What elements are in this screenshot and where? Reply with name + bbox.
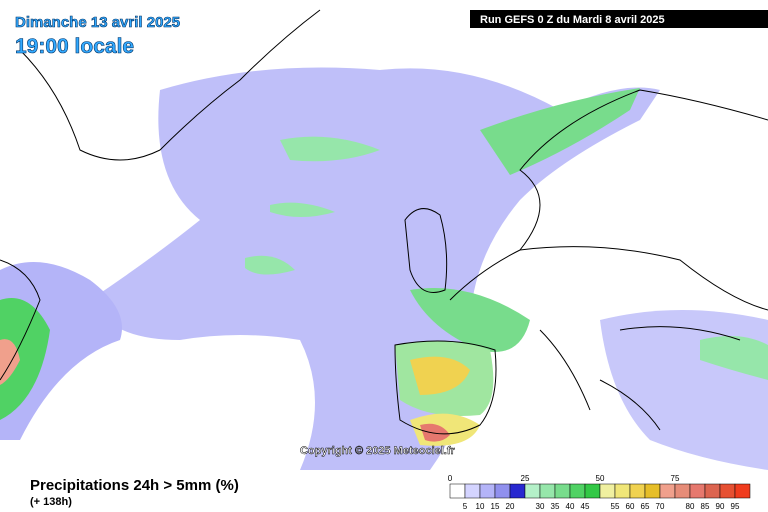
- legend-swatch: [569, 483, 586, 499]
- legend-minor-label: 5: [463, 502, 468, 511]
- legend-minor-label: 40: [566, 502, 575, 511]
- legend-minor-label: 80: [686, 502, 695, 511]
- legend-swatch: [689, 483, 706, 499]
- legend-swatch: [734, 483, 751, 499]
- legend-minor-label: 55: [611, 502, 620, 511]
- legend-swatch: [464, 483, 481, 499]
- legend-swatch: [449, 483, 466, 499]
- legend: 0 25 50 75 5 10 15 20 30 35 40 45 55 60 65 70 80 85 90 95: [448, 474, 751, 511]
- date: Dimanche 13 avril 2025: [15, 14, 180, 31]
- legend-swatch: [479, 483, 496, 499]
- time: 19:00 locale: [15, 35, 134, 58]
- legend-swatch: [719, 483, 736, 499]
- legend-swatch: [614, 483, 631, 499]
- legend-swatch: [659, 483, 676, 499]
- legend-swatch: [599, 483, 616, 499]
- legend-swatch: [704, 483, 721, 499]
- legend-swatch: [509, 483, 526, 499]
- legend-minor-label: 30: [536, 502, 545, 511]
- footer-title: Precipitations 24h > 5mm (%): [30, 477, 239, 494]
- legend-minor-label: 35: [551, 502, 560, 511]
- legend-minor-label: 60: [626, 502, 635, 511]
- legend-swatch: [644, 483, 661, 499]
- run-info: Run GEFS 0 Z du Mardi 8 avril 2025: [480, 14, 665, 26]
- legend-minor-label: 45: [581, 502, 590, 511]
- legend-swatch: [554, 483, 571, 499]
- legend-swatch: [524, 483, 541, 499]
- legend-major-label: 50: [596, 474, 605, 483]
- legend-minor-label: 65: [641, 502, 650, 511]
- run-banner: [470, 10, 768, 28]
- coastlines: [0, 9, 768, 435]
- legend-swatch: [674, 483, 691, 499]
- legend-minor-label: 10: [476, 502, 485, 511]
- legend-major-label: 25: [521, 474, 530, 483]
- legend-swatch: [494, 483, 511, 499]
- legend-swatch: [584, 483, 601, 499]
- lead-time: (+ 138h): [30, 496, 72, 508]
- legend-swatch: [539, 483, 556, 499]
- legend-minor-label: 85: [701, 502, 710, 511]
- legend-minor-label: 20: [506, 502, 515, 511]
- legend-minor-label: 90: [716, 502, 725, 511]
- legend-swatch: [629, 483, 646, 499]
- legend-minor-label: 95: [731, 502, 740, 511]
- legend-major-label: 75: [671, 474, 680, 483]
- precip-field: [0, 67, 768, 470]
- legend-minor-label: 70: [656, 502, 665, 511]
- legend-major-label: 0: [448, 474, 453, 483]
- legend-minor-label: 15: [491, 502, 500, 511]
- copyright: Copyright © 2025 Meteociel.fr: [300, 445, 456, 457]
